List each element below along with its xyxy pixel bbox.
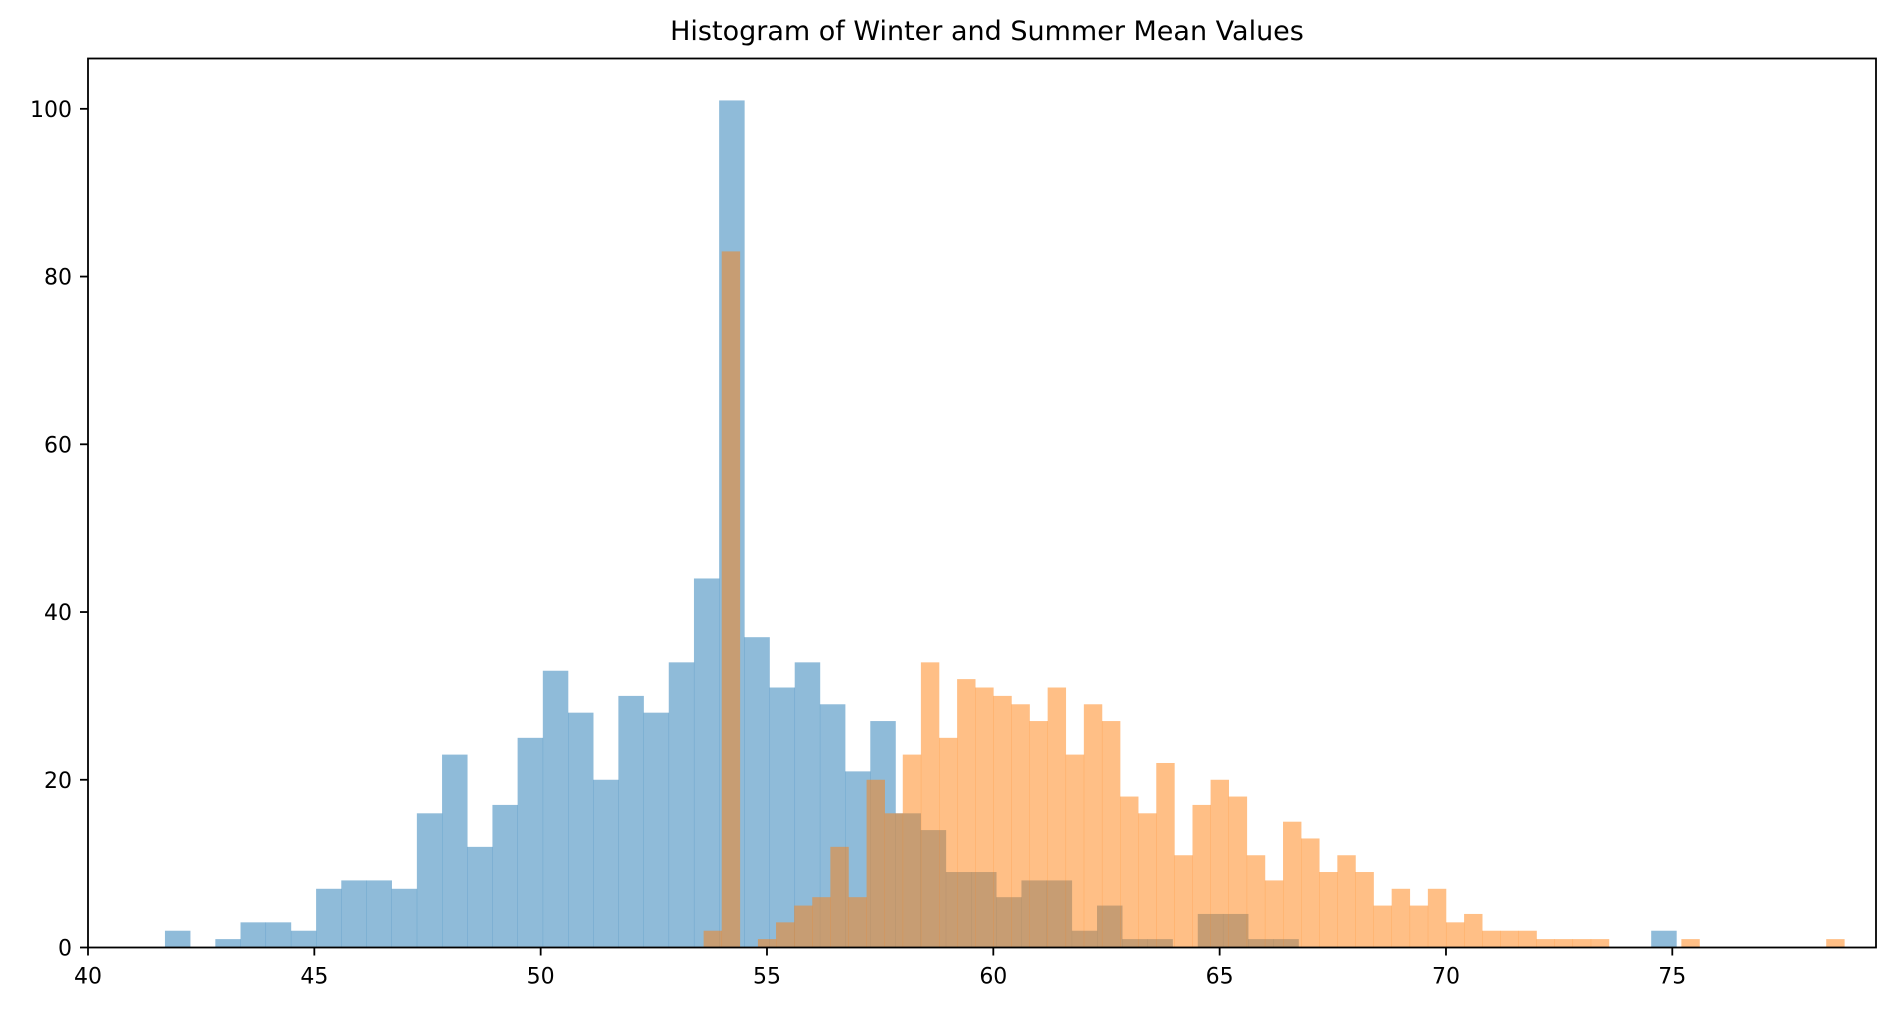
histogram-bar-series-2 bbox=[848, 897, 867, 948]
x-tick-label: 55 bbox=[753, 965, 781, 990]
chart-title: Histogram of Winter and Summer Mean Valu… bbox=[670, 16, 1304, 47]
histogram-bar-series-2 bbox=[902, 754, 922, 948]
histogram-bar-series-2 bbox=[1192, 804, 1211, 948]
histogram-bar-series-2 bbox=[1427, 888, 1447, 948]
histogram-bar-series-1 bbox=[593, 779, 619, 948]
histogram-bar-series-2 bbox=[1138, 813, 1157, 948]
histogram-bar-series-2 bbox=[1228, 796, 1248, 948]
histogram-bar-series-1 bbox=[265, 922, 292, 948]
histogram-bar-series-1 bbox=[492, 804, 518, 948]
histogram-bar-series-1 bbox=[215, 939, 241, 948]
histogram-bar-series-2 bbox=[884, 813, 904, 948]
y-tick-label: 60 bbox=[44, 433, 72, 458]
histogram-bar-series-2 bbox=[1029, 721, 1048, 948]
histogram-bar-series-2 bbox=[1445, 922, 1465, 948]
histogram-bar-series-2 bbox=[1826, 939, 1845, 948]
histogram-bar-series-2 bbox=[1174, 855, 1193, 948]
plot-frame bbox=[87, 57, 1877, 949]
x-tick-label: 70 bbox=[1432, 965, 1460, 990]
y-tick-label: 40 bbox=[44, 601, 72, 626]
histogram-bar-series-1 bbox=[517, 737, 544, 948]
histogram-bar-series-2 bbox=[1246, 855, 1266, 948]
histogram-bar-series-1 bbox=[341, 880, 367, 948]
histogram-bar-series-1 bbox=[668, 662, 695, 948]
histogram-bar-series-2 bbox=[975, 687, 994, 948]
histogram-bar-series-1 bbox=[416, 813, 443, 948]
histogram-bar-series-2 bbox=[1337, 855, 1356, 948]
histogram-bar-series-2 bbox=[1355, 872, 1374, 948]
histogram-bar-series-2 bbox=[1083, 704, 1103, 948]
histogram-bar-series-2 bbox=[1264, 880, 1284, 948]
histogram-bar-series-2 bbox=[993, 695, 1012, 948]
histogram-bar-series-2 bbox=[866, 779, 885, 948]
histogram-bar-series-2 bbox=[1590, 939, 1610, 948]
histogram-bar-series-1 bbox=[366, 880, 392, 948]
histogram-bar-series-1 bbox=[693, 578, 720, 948]
histogram-bar-series-2 bbox=[794, 905, 813, 948]
bars-layer bbox=[164, 100, 1845, 948]
y-tick-label: 0 bbox=[58, 937, 72, 962]
histogram-bar-series-2 bbox=[1482, 930, 1501, 948]
x-tick-label: 40 bbox=[74, 965, 102, 990]
x-tick-label: 60 bbox=[979, 965, 1007, 990]
histogram-bar-series-2 bbox=[1572, 939, 1592, 948]
histogram-bar-series-1 bbox=[391, 888, 418, 948]
histogram-bar-series-2 bbox=[1156, 762, 1175, 948]
x-tick-label: 45 bbox=[300, 965, 328, 990]
histogram-bar-series-2 bbox=[830, 846, 849, 948]
histogram-bar-series-1 bbox=[643, 712, 670, 948]
histogram-bar-series-1 bbox=[568, 712, 594, 948]
ticks-layer: 40 45 50 55 60 65 70 75 0 20 40 60 80 100 bbox=[30, 98, 1686, 990]
histogram-bar-series-2 bbox=[957, 679, 976, 948]
histogram-bar-series-2 bbox=[1319, 872, 1338, 948]
histogram-bar-series-2 bbox=[1101, 721, 1121, 948]
y-tick-label: 80 bbox=[44, 266, 72, 291]
histogram-bar-series-2 bbox=[757, 939, 777, 948]
histogram-bar-series-2 bbox=[1047, 687, 1067, 948]
y-tick-label: 100 bbox=[30, 98, 72, 123]
histogram-bar-series-2 bbox=[939, 737, 958, 948]
histogram-bar-series-2 bbox=[1210, 779, 1229, 948]
histogram-bar-series-2 bbox=[776, 922, 795, 948]
histogram-bar-series-2 bbox=[703, 930, 723, 948]
histogram-bar-series-2 bbox=[1536, 939, 1555, 948]
x-tick-label: 50 bbox=[527, 965, 555, 990]
histogram-bar-series-2 bbox=[721, 251, 741, 948]
histogram-bar-series-2 bbox=[1409, 905, 1429, 948]
histogram-bar-series-2 bbox=[1391, 888, 1411, 948]
histogram-bar-series-1 bbox=[290, 930, 317, 948]
x-tick-label: 65 bbox=[1206, 965, 1234, 990]
histogram-bar-series-2 bbox=[1464, 913, 1483, 948]
histogram-bar-series-1 bbox=[542, 670, 569, 948]
histogram-bar-series-2 bbox=[1681, 939, 1700, 948]
histogram-bar-series-2 bbox=[1373, 905, 1392, 948]
histogram-bar-series-2 bbox=[920, 662, 940, 948]
histogram-bar-series-2 bbox=[1283, 821, 1302, 948]
histogram-bar-series-1 bbox=[1651, 930, 1677, 948]
histogram-bar-series-2 bbox=[1120, 796, 1139, 948]
x-tick-label: 75 bbox=[1658, 965, 1686, 990]
histogram-bar-series-1 bbox=[240, 922, 267, 948]
histogram-bar-series-1 bbox=[618, 695, 644, 948]
histogram-bar-series-2 bbox=[1065, 754, 1085, 948]
histogram-bar-series-1 bbox=[316, 888, 342, 948]
histogram-bar-series-1 bbox=[467, 846, 493, 948]
histogram-bar-series-2 bbox=[812, 897, 831, 948]
histogram-bar-series-2 bbox=[1554, 939, 1574, 948]
histogram-bar-series-1 bbox=[442, 754, 468, 948]
histogram-bar-series-1 bbox=[164, 930, 191, 948]
histogram-bar-series-2 bbox=[1518, 930, 1537, 948]
histogram-bar-series-2 bbox=[1500, 930, 1519, 948]
histogram-bar-series-1 bbox=[769, 687, 796, 948]
histogram-bar-series-2 bbox=[1301, 838, 1320, 948]
y-tick-label: 20 bbox=[44, 769, 72, 794]
histogram-bar-series-1 bbox=[744, 637, 770, 948]
histogram-bar-series-2 bbox=[1011, 704, 1030, 948]
